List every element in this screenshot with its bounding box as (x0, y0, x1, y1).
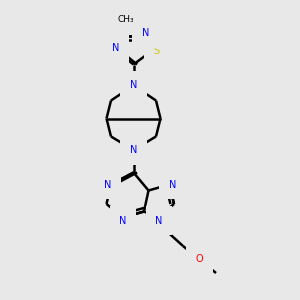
Text: CH₃: CH₃ (118, 15, 134, 24)
Text: O: O (196, 254, 203, 265)
Text: N: N (119, 215, 127, 226)
Text: N: N (112, 43, 119, 53)
Text: N: N (169, 179, 176, 190)
Text: N: N (142, 28, 149, 38)
Text: S: S (154, 46, 160, 56)
Text: N: N (104, 179, 112, 190)
Text: N: N (130, 145, 137, 155)
Text: N: N (155, 215, 163, 226)
Text: N: N (130, 80, 137, 91)
